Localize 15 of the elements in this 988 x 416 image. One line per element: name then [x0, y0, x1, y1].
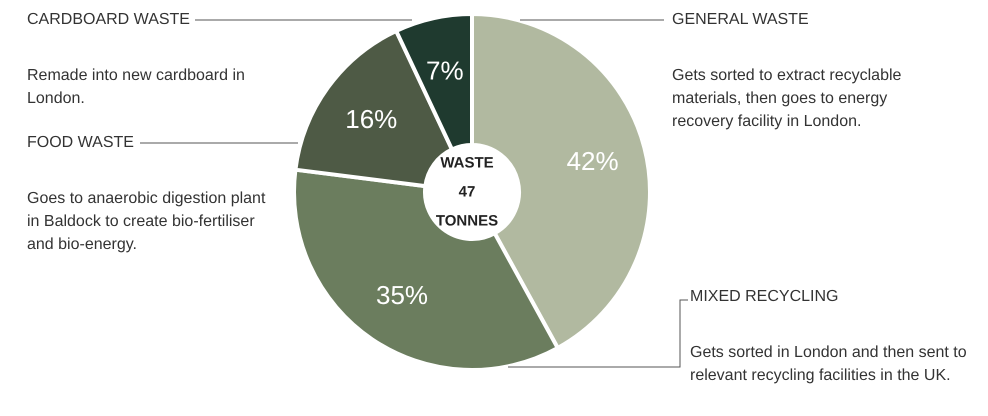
text: TONNES	[436, 212, 498, 230]
text: 47	[458, 184, 476, 200]
data-label: 16%	[345, 104, 398, 134]
text: Gets sorted to extract recyclable materials, then goes to energy recovery facility in London.	[672, 66, 902, 132]
slice-label: GENERAL WASTE	[672, 10, 809, 30]
data-label: 42%	[566, 146, 619, 176]
data-label: 7%	[426, 56, 464, 86]
slice-label: CARDBOARD WASTE	[27, 10, 190, 30]
text: Goes to anaerobic digestion plant in Baldock to create bio-fertiliser and bio-energy.	[27, 189, 266, 255]
text: Gets sorted in London and then sent to relevant recycling facilities in the UK.	[690, 343, 968, 386]
slice-label: FOOD WASTE	[27, 133, 134, 153]
slice-label: MIXED RECYCLING	[690, 287, 838, 307]
text: WASTE	[440, 154, 494, 172]
text: Remade into new cardboard in London.	[27, 66, 246, 109]
data-label: 35%	[376, 280, 428, 310]
